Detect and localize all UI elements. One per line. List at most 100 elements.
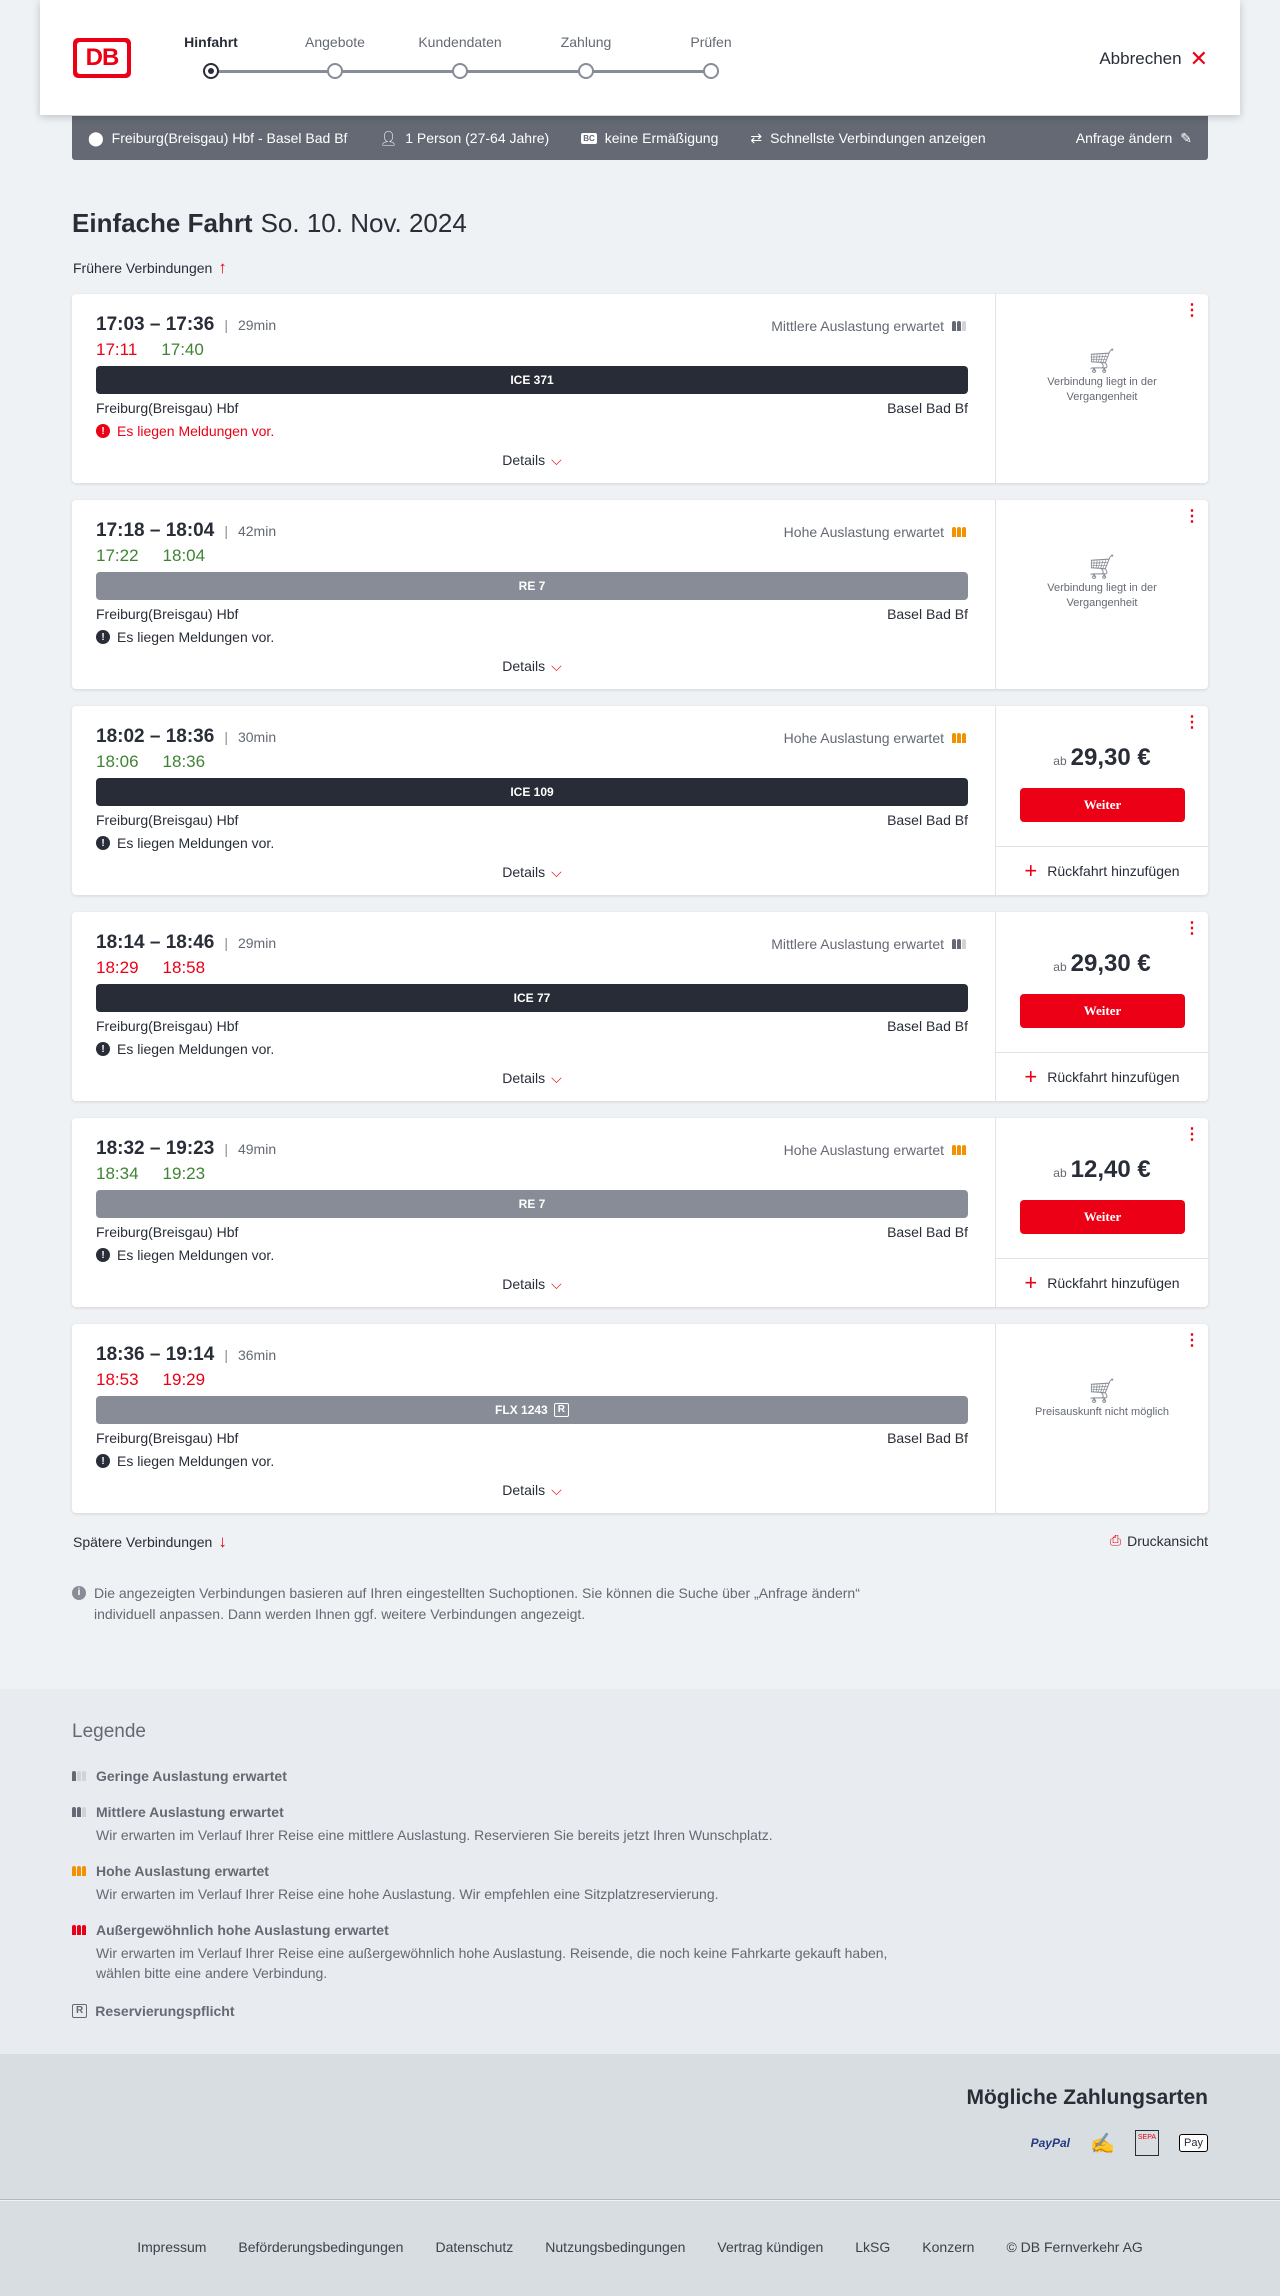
step-indicator — [703, 63, 719, 79]
disruption-message[interactable]: ! Es liegen Meldungen vor. — [96, 423, 274, 439]
departure-station: Freiburg(Breisgau) Hbf — [96, 1018, 239, 1034]
planned-times: 17:03 – 17:36 | 29min — [96, 314, 277, 335]
reservation-required-icon: R — [553, 1403, 569, 1417]
add-return-button[interactable]: + Rückfahrt hinzufügen — [996, 1258, 1208, 1307]
info-note: i Die angezeigten Verbindungen basieren a… — [72, 1583, 872, 1625]
step-indicator — [327, 63, 343, 79]
page-title: Einfache Fahrt So. 10. Nov. 2024 — [72, 208, 467, 238]
disruption-message[interactable]: ! Es liegen Meldungen vor. — [96, 1247, 274, 1263]
details-toggle[interactable]: Details ⌵ — [502, 658, 562, 674]
departure-station: Freiburg(Breisgau) Hbf — [96, 1224, 239, 1240]
credit-card-hand-icon: ✍ — [1089, 2132, 1115, 2155]
add-return-button[interactable]: + Rückfahrt hinzufügen — [996, 1052, 1208, 1101]
chevron-down-icon: ⌵ — [551, 1070, 562, 1086]
occupancy-high-icon — [952, 1145, 968, 1155]
planned-times: 18:32 – 19:23 | 49min — [96, 1138, 277, 1159]
step-3: Zahlung — [560, 34, 612, 50]
disruption-message[interactable]: ! Es liegen Meldungen vor. — [96, 629, 274, 645]
realtime-departure: 18:53 — [96, 1370, 139, 1389]
cart-unavailable-icon: 🛒︎ — [1086, 554, 1118, 581]
more-options-icon[interactable]: ⋮ — [1184, 508, 1200, 525]
cancel-button[interactable]: Abbrechen ✕ — [1099, 46, 1208, 71]
details-toggle[interactable]: Details ⌵ — [502, 1070, 562, 1086]
train-bar[interactable]: ICE 109 — [96, 778, 968, 806]
arrival-station: Basel Bad Bf — [887, 1224, 968, 1240]
realtime: 17:22 18:04 — [96, 546, 205, 566]
footer-link[interactable]: Impressum — [137, 2239, 207, 2255]
footer-link[interactable]: © DB Fernverkehr AG — [1006, 2239, 1143, 2255]
step-indicator — [452, 63, 468, 79]
travel-date: So. 10. Nov. 2024 — [260, 208, 467, 238]
edit-request-button[interactable]: Anfrage ändern ✎ — [1075, 129, 1192, 147]
train-bar[interactable]: RE 7 — [96, 572, 968, 600]
connection-card: 17:03 – 17:36 | 29min 17:11 17:40 Mittlere … — [72, 294, 1208, 483]
details-toggle[interactable]: Details ⌵ — [502, 1276, 562, 1292]
print-view-link[interactable]: ⎙ Druckansicht — [1109, 1532, 1208, 1549]
arrival-station: Basel Bad Bf — [887, 812, 968, 828]
apple-pay-icon: Pay — [1179, 2134, 1208, 2152]
footer-link[interactable]: Nutzungsbedingungen — [545, 2239, 686, 2255]
details-toggle[interactable]: Details ⌵ — [502, 864, 562, 880]
more-options-icon[interactable]: ⋮ — [1184, 1332, 1200, 1349]
bahncard-icon: BC — [581, 132, 597, 144]
add-return-button[interactable]: + Rückfahrt hinzufügen — [996, 846, 1208, 895]
disruption-message[interactable]: ! Es liegen Meldungen vor. — [96, 1041, 274, 1057]
realtime-arrival: 19:23 — [162, 1164, 206, 1183]
footer-link[interactable]: Konzern — [922, 2239, 975, 2255]
occupancy-high-icon — [952, 527, 968, 537]
realtime-arrival: 18:36 — [162, 752, 206, 771]
offer-panel: ⋮ ab 29,30 € Weiter + Rückfahrt hinzufügen — [995, 706, 1208, 895]
chevron-down-icon: ⌵ — [551, 1482, 562, 1498]
realtime-arrival: 18:58 — [162, 958, 206, 977]
realtime-departure: 18:06 — [96, 752, 139, 771]
departure-station: Freiburg(Breisgau) Hbf — [96, 606, 239, 622]
occupancy-high-icon — [72, 1866, 88, 1876]
more-options-icon[interactable]: ⋮ — [1184, 714, 1200, 731]
connection-card: 18:14 – 18:46 | 29min 18:29 18:58 Mittlere … — [72, 912, 1208, 1101]
details-toggle[interactable]: Details ⌵ — [502, 1482, 562, 1498]
more-options-icon[interactable]: ⋮ — [1184, 1126, 1200, 1143]
legend-item: Hohe Auslastung erwartet Wir erwarten im … — [72, 1863, 896, 1904]
alert-icon: ! — [96, 1042, 110, 1056]
occupancy-medium-icon — [952, 321, 968, 331]
occupancy: Hohe Auslastung erwartet — [784, 1142, 968, 1158]
step-indicator — [203, 63, 219, 79]
realtime-departure: 17:22 — [96, 546, 139, 565]
occupancy: Mittlere Auslastung erwartet — [771, 318, 968, 334]
more-options-icon[interactable]: ⋮ — [1184, 302, 1200, 319]
sepa-icon: SEPA — [1134, 2130, 1160, 2156]
continue-button[interactable]: Weiter — [1020, 1200, 1185, 1234]
step-indicator — [578, 63, 594, 79]
train-bar[interactable]: FLX 1243 R — [96, 1396, 968, 1424]
continue-button[interactable]: Weiter — [1020, 994, 1185, 1028]
footer-link[interactable]: LkSG — [855, 2239, 891, 2255]
duration: 36min — [237, 1347, 277, 1363]
details-toggle[interactable]: Details ⌵ — [502, 452, 562, 468]
alert-icon: ! — [96, 630, 110, 644]
continue-button[interactable]: Weiter — [1020, 788, 1185, 822]
person-icon: 👤︎ — [379, 129, 398, 146]
disruption-message[interactable]: ! Es liegen Meldungen vor. — [96, 1453, 274, 1469]
train-bar[interactable]: RE 7 — [96, 1190, 968, 1218]
footer-link[interactable]: Datenschutz — [435, 2239, 514, 2255]
realtime: 17:11 17:40 — [96, 340, 204, 360]
plus-icon: + — [1024, 858, 1038, 883]
train-bar[interactable]: ICE 77 — [96, 984, 968, 1012]
occupancy: Hohe Auslastung erwartet — [784, 730, 968, 746]
earlier-connections-link[interactable]: Frühere Verbindungen ↑ — [73, 258, 227, 277]
footer-link[interactable]: Vertrag kündigen — [717, 2239, 824, 2255]
offer-panel: ⋮ ab 12,40 € Weiter + Rückfahrt hinzufügen — [995, 1118, 1208, 1307]
later-connections-link[interactable]: Spätere Verbindungen ↓ — [73, 1532, 227, 1551]
connection-card: 17:18 – 18:04 | 42min 17:22 18:04 Hohe Ausl… — [72, 500, 1208, 689]
db-logo[interactable]: DB — [73, 38, 131, 78]
more-options-icon[interactable]: ⋮ — [1184, 920, 1200, 937]
swap-icon: ⇄ — [750, 129, 763, 146]
disruption-message[interactable]: ! Es liegen Meldungen vor. — [96, 835, 274, 851]
discount: BC keine Ermäßigung — [581, 130, 719, 146]
train-bar[interactable]: ICE 371 — [96, 366, 968, 394]
alert-icon: ! — [96, 424, 110, 438]
chevron-down-icon: ⌵ — [551, 864, 562, 880]
arrival-station: Basel Bad Bf — [887, 1430, 968, 1446]
plus-icon: + — [1024, 1270, 1038, 1295]
footer-link[interactable]: Beförderungsbedingungen — [238, 2239, 404, 2255]
